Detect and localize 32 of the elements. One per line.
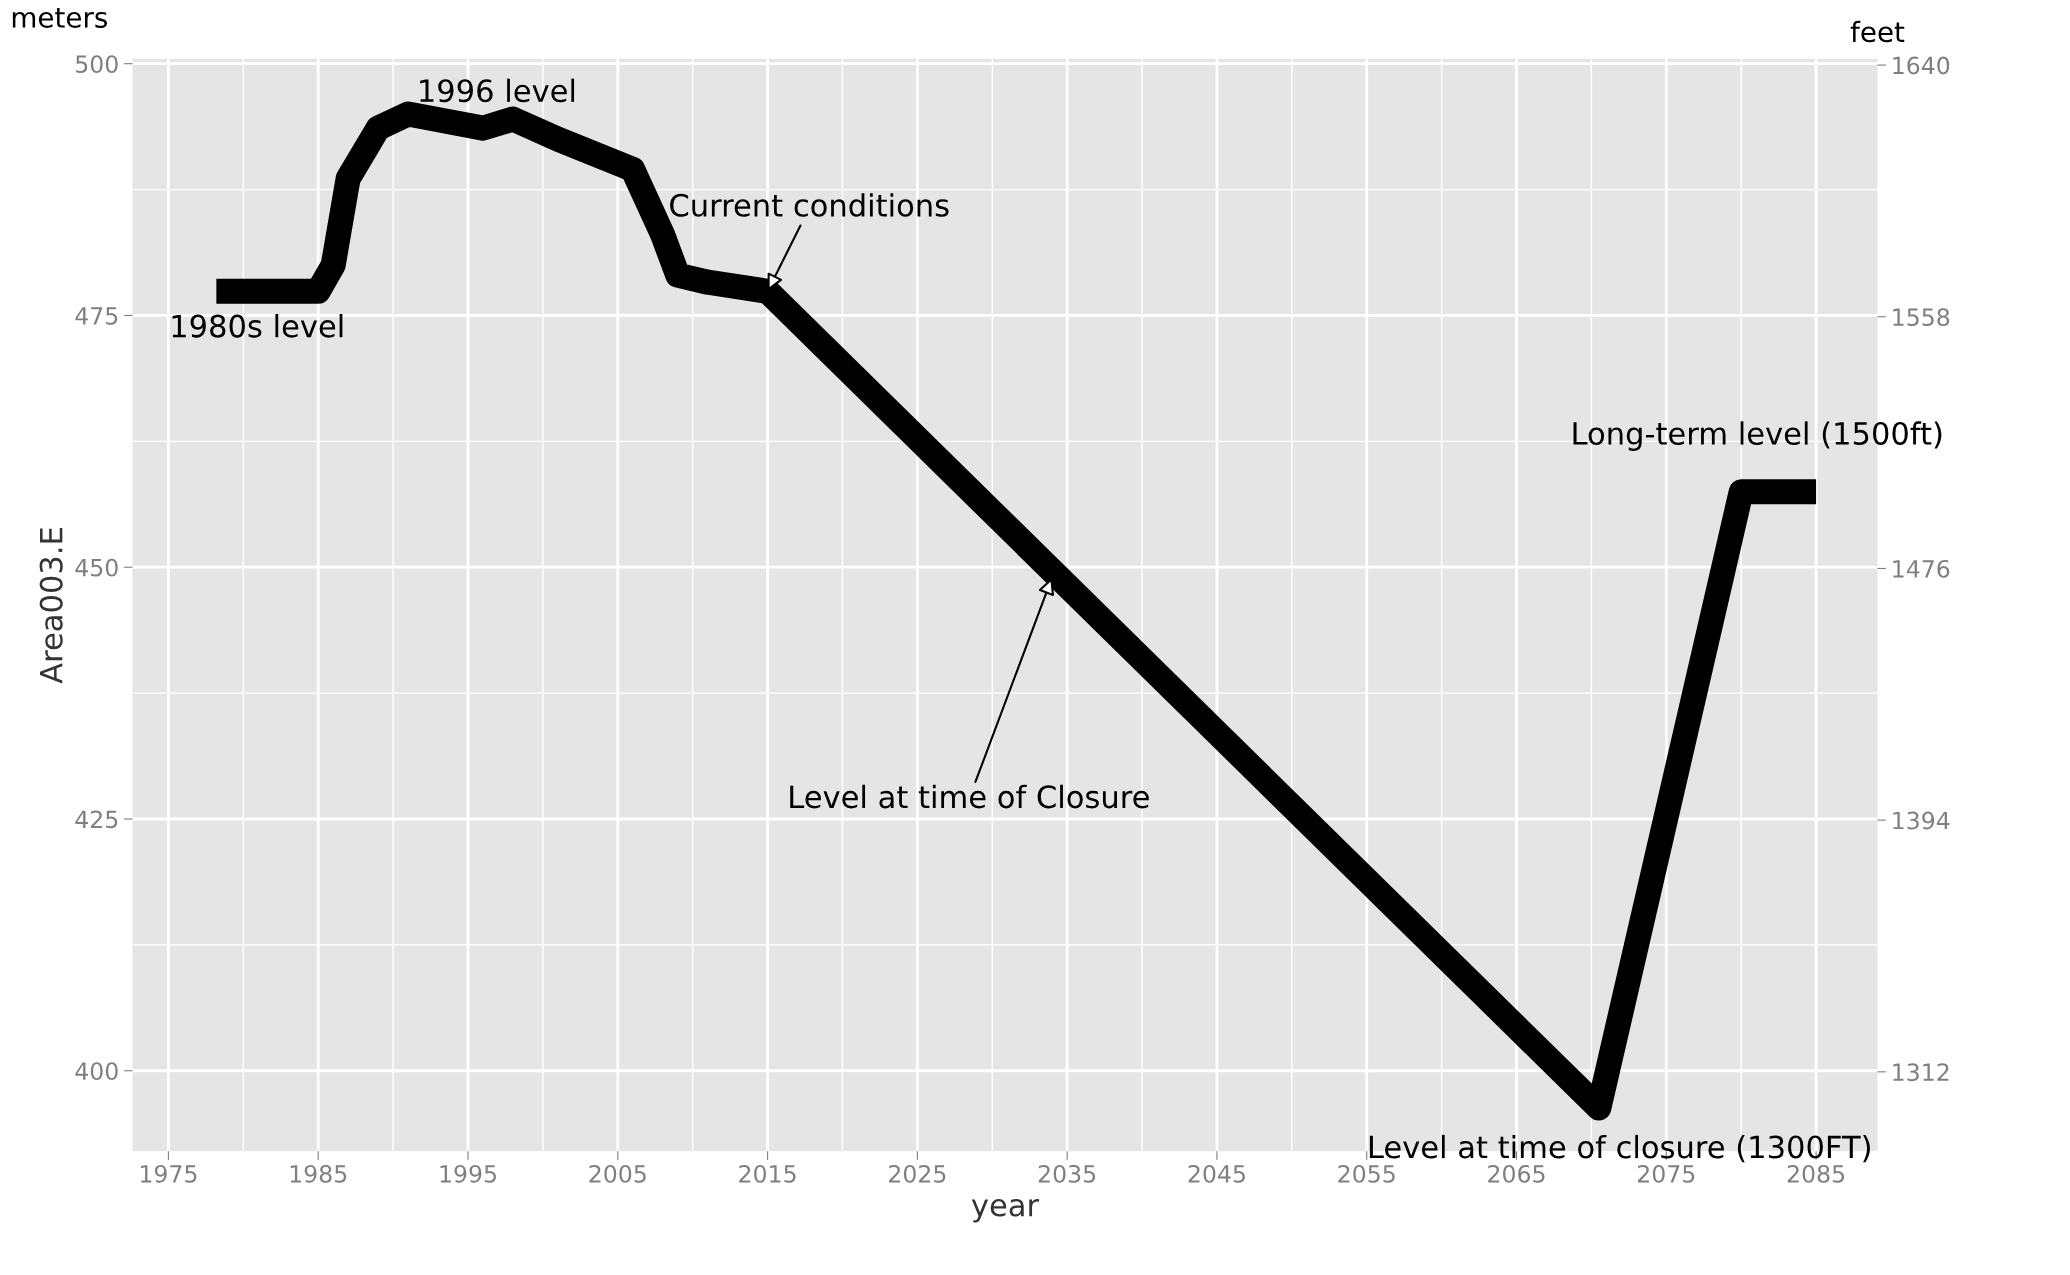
y-tick-label: 425 bbox=[75, 810, 118, 829]
x-tick-label: 1975 bbox=[140, 1164, 197, 1183]
x-axis-title: year bbox=[971, 1199, 1040, 1223]
x-tick-label: 1985 bbox=[290, 1164, 347, 1183]
annotation: Level at time of closure (1300FT) bbox=[1369, 1134, 1870, 1163]
y-axis-title: Area003.E bbox=[39, 528, 63, 684]
x-tick-label: 2035 bbox=[1038, 1164, 1096, 1183]
annotation: Level at time of Closure bbox=[790, 784, 1149, 809]
annotation: Long-term level (1500ft) bbox=[1573, 421, 1942, 451]
x-tick-label: 2055 bbox=[1338, 1164, 1395, 1183]
y2-tick-label: 1394 bbox=[1893, 811, 1950, 830]
y2-tick-label: 1476 bbox=[1893, 559, 1950, 578]
x-tick-label: 2085 bbox=[1787, 1164, 1845, 1183]
y-tick-label: 475 bbox=[75, 307, 118, 325]
y2-tick-label: 1640 bbox=[1893, 56, 1950, 75]
annotation: 1980s level bbox=[172, 314, 343, 338]
x-tick-label: 2045 bbox=[1188, 1164, 1245, 1183]
text: meters bbox=[12, 7, 108, 28]
x-tick-label: 2025 bbox=[889, 1164, 946, 1183]
annotation: 1996 level bbox=[420, 78, 575, 103]
x-tick-label: 2015 bbox=[739, 1164, 796, 1183]
x-tick-label: 2065 bbox=[1488, 1164, 1545, 1183]
y2-tick-label: 1558 bbox=[1893, 308, 1950, 327]
annotation: Current conditions bbox=[670, 193, 949, 217]
x-tick-label: 2075 bbox=[1637, 1164, 1695, 1183]
y-tick-label: 450 bbox=[75, 558, 118, 577]
x-tick-label: 1995 bbox=[440, 1164, 496, 1183]
y2-tick-label: 1312 bbox=[1893, 1063, 1949, 1082]
x-tick-label: 2005 bbox=[589, 1164, 646, 1183]
y-tick-label: 400 bbox=[75, 1062, 118, 1081]
y2-axis-title: feet bbox=[1850, 20, 1905, 43]
y-tick-label: 500 bbox=[76, 55, 118, 73]
